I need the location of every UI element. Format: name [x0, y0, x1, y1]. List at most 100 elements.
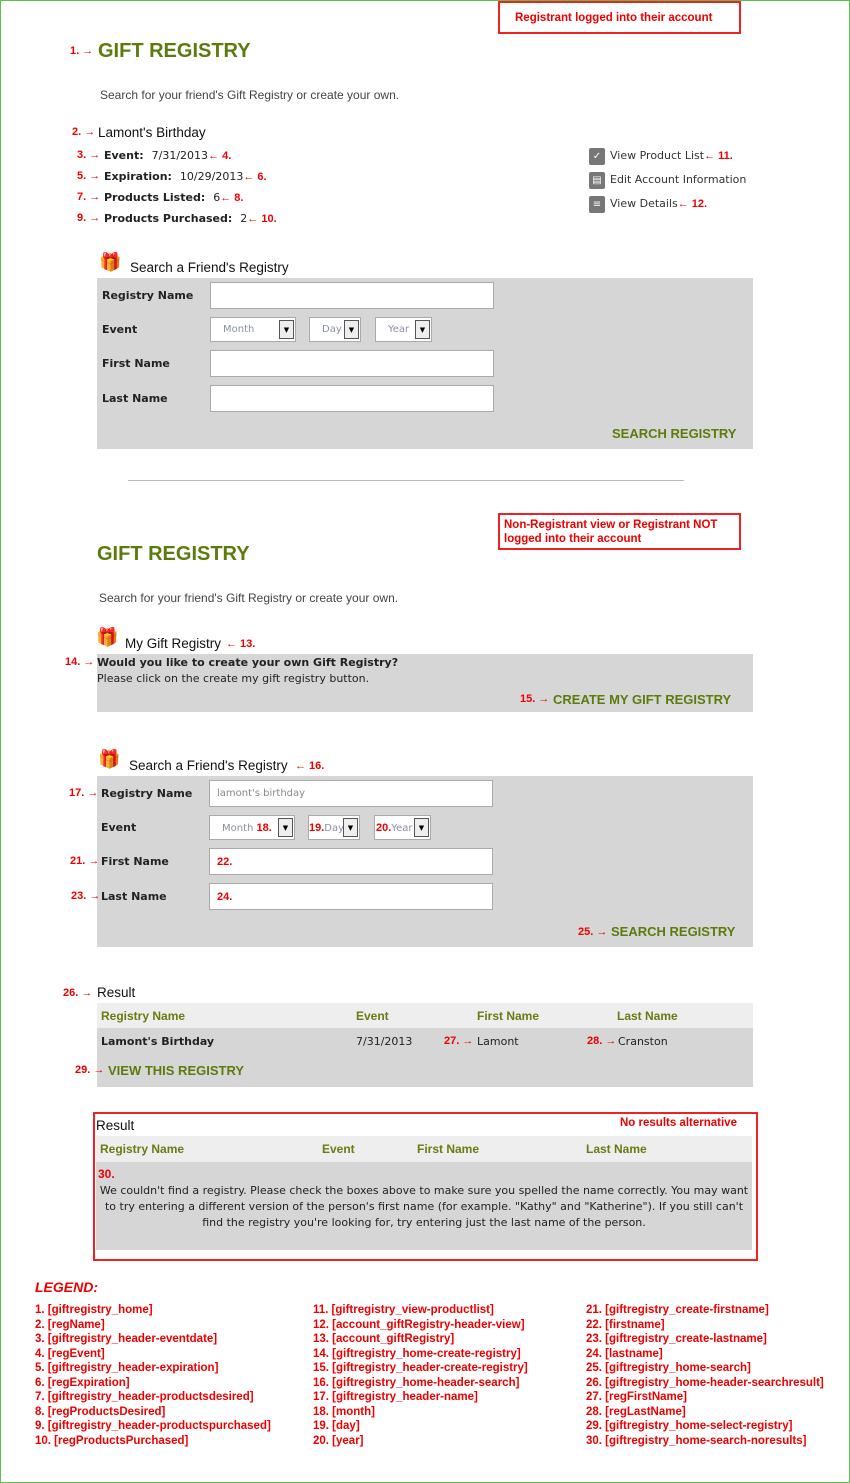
note-logged-in: Registrant logged into their account — [498, 1, 741, 34]
result-title: Result — [96, 1118, 135, 1133]
col-event: Event — [356, 1009, 389, 1023]
create-hint: Please click on the create my gift regis… — [97, 672, 370, 685]
legend-item: 28. [regLastName] — [586, 1405, 686, 1418]
annotation: ← 13. — [226, 638, 256, 650]
legend-item: 13. [account_giftRegistry] — [313, 1333, 455, 1345]
chevron-down-icon: ▼ — [415, 320, 430, 339]
annotation: 18. — [256, 822, 272, 834]
annotation: 21. → — [70, 855, 100, 867]
legend-item: 21. [giftregistry_create-firstname] — [586, 1304, 769, 1316]
legend-title: LEGEND: — [35, 1279, 98, 1295]
month-select[interactable]: Month 18. ▼ — [209, 815, 295, 840]
search-section-title: Search a Friend's Registry — [129, 758, 288, 773]
divider — [128, 480, 684, 481]
chevron-down-icon: ▼ — [343, 818, 358, 837]
annotation: 27. → — [444, 1035, 474, 1047]
legend-item: 24. [lastname] — [586, 1347, 663, 1360]
link-label[interactable]: View Details — [610, 197, 678, 210]
document-icon: ≡ — [589, 196, 605, 213]
create-registry-button[interactable]: CREATE MY GIFT REGISTRY — [553, 692, 732, 707]
col-registry-name: Registry Name — [100, 1142, 185, 1156]
annotation: 30. — [98, 1167, 115, 1181]
month-value: Month — [223, 324, 255, 335]
month-select[interactable]: Month ▼ — [210, 317, 296, 342]
day-value: Day — [322, 324, 342, 335]
month-value: Month — [222, 823, 254, 834]
first-name-label: First Name — [102, 357, 170, 370]
gift-search-icon: 🎁 — [99, 252, 122, 273]
day-select[interactable]: 19.Day ▼ — [308, 815, 360, 840]
row-event: 7/31/2013 — [356, 1035, 413, 1048]
annotation: ← 4. — [208, 150, 232, 162]
link-label[interactable]: View Product List — [610, 149, 705, 162]
last-name-input[interactable]: 24. — [209, 883, 493, 910]
registry-name-label: Registry Name — [101, 787, 193, 800]
view-registry-button[interactable]: VIEW THIS REGISTRY — [108, 1063, 245, 1078]
legend-item: 11. [giftregistry_view-productlist] — [313, 1304, 494, 1316]
detail-value: 7/31/2013 — [151, 149, 209, 162]
registry-name-input[interactable] — [210, 282, 494, 309]
result-header-row — [97, 1003, 753, 1028]
create-question: Would you like to create your own Gift R… — [97, 656, 399, 669]
year-select[interactable]: 20.Year ▼ — [374, 815, 431, 840]
annotation: 14. → — [65, 656, 95, 668]
legend-item: 2. [regName] — [35, 1318, 105, 1331]
link-2[interactable]: View Details← 12. — [610, 197, 707, 210]
create-registry-panel — [97, 654, 753, 712]
gift-icon: 🎁 — [96, 627, 119, 648]
legend-item: 14. [giftregistry_home-create-registry] — [313, 1347, 521, 1360]
legend-item: 4. [regEvent] — [35, 1347, 105, 1360]
legend-item: 19. [day] — [313, 1420, 360, 1432]
col-last-name: Last Name — [617, 1009, 678, 1023]
first-name-label: First Name — [101, 855, 169, 868]
note-not-logged-in: Non-Registrant view or Registrant NOT lo… — [498, 513, 741, 550]
col-first-name: First Name — [417, 1142, 480, 1156]
link-label[interactable]: Edit Account Information — [610, 173, 747, 186]
legend-item: 6. [regExpiration] — [35, 1376, 130, 1389]
event-label: Event — [102, 323, 138, 336]
annotation: 2. → — [72, 126, 96, 138]
detail-row: Expiration: 10/29/2013← 6. — [104, 170, 267, 183]
legend-item: 26. [giftregistry_home-header-searchresu… — [586, 1376, 824, 1389]
id-card-icon: ▤ — [589, 172, 605, 189]
detail-value: 10/29/2013 — [179, 170, 244, 183]
annotation: 5. → — [77, 170, 101, 182]
registry-name: Lamont's Birthday — [98, 125, 206, 140]
col-first-name: First Name — [477, 1009, 540, 1023]
legend-item: 9. [giftregistry_header-productspurchase… — [35, 1420, 271, 1432]
legend-item: 16. [giftregistry_home-header-search] — [313, 1376, 520, 1389]
annotation: ← 16. — [295, 760, 325, 772]
annotation: 1. → — [70, 45, 94, 57]
detail-label: Products Purchased: — [104, 212, 233, 225]
year-select[interactable]: Year ▼ — [375, 317, 432, 342]
detail-row: Products Listed: 6← 8. — [104, 191, 243, 204]
link-1[interactable]: Edit Account Information — [610, 173, 746, 186]
legend-item: 15. [giftregistry_header-create-registry… — [313, 1362, 528, 1374]
legend-item: 10. [regProductsPurchased] — [35, 1434, 189, 1447]
detail-label: Products Listed: — [104, 191, 206, 204]
page-title: GIFT REGISTRY — [98, 40, 251, 62]
chevron-down-icon: ▼ — [344, 320, 359, 339]
no-results-panel — [96, 1162, 752, 1250]
first-name-input[interactable]: 22. — [209, 848, 493, 875]
link-0[interactable]: View Product List← 11. — [610, 149, 733, 162]
event-label: Event — [101, 821, 137, 834]
year-value: Year — [388, 324, 410, 335]
annotation: 9. → — [77, 212, 101, 224]
legend-item: 5. [giftregistry_header-expiration] — [35, 1362, 219, 1374]
search-registry-button[interactable]: SEARCH REGISTRY — [611, 924, 736, 939]
result-header-row — [96, 1136, 752, 1162]
registry-name-input[interactable]: lamont's birthday — [209, 780, 493, 807]
no-results-box — [93, 1112, 758, 1261]
search-section-title: Search a Friend's Registry — [130, 260, 289, 275]
detail-label: Expiration: — [104, 170, 172, 183]
day-select[interactable]: Day ▼ — [309, 317, 361, 342]
search-registry-button[interactable]: SEARCH REGISTRY — [612, 426, 737, 441]
last-name-label: Last Name — [102, 392, 168, 405]
annotation: 25. → — [578, 926, 608, 938]
col-last-name: Last Name — [586, 1142, 647, 1156]
annotation: ← 12. — [677, 198, 708, 210]
chevron-down-icon: ▼ — [278, 818, 293, 837]
first-name-input[interactable] — [210, 350, 494, 377]
last-name-input[interactable] — [210, 385, 494, 412]
